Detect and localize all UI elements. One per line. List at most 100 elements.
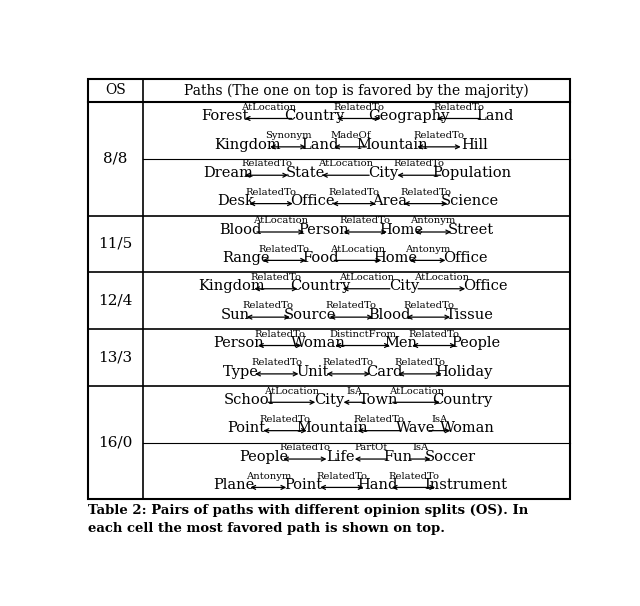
- Text: State: State: [285, 166, 324, 180]
- Text: Fun: Fun: [384, 450, 413, 464]
- Text: RelatedTo: RelatedTo: [254, 330, 305, 339]
- Text: Land: Land: [301, 138, 339, 152]
- Text: Card: Card: [366, 365, 403, 379]
- Text: 16/0: 16/0: [99, 436, 132, 450]
- Text: RelatedTo: RelatedTo: [394, 159, 445, 168]
- Text: Sun: Sun: [221, 308, 250, 322]
- Text: AtLocation: AtLocation: [339, 273, 394, 282]
- Text: People: People: [239, 450, 288, 464]
- Text: Men: Men: [385, 336, 417, 350]
- Text: RelatedTo: RelatedTo: [400, 188, 451, 197]
- Text: Person: Person: [298, 222, 349, 237]
- Text: 11/5: 11/5: [99, 237, 132, 251]
- Text: RelatedTo: RelatedTo: [241, 159, 292, 168]
- Text: Science: Science: [441, 195, 499, 208]
- Text: AtLocation: AtLocation: [388, 387, 444, 396]
- Text: RelatedTo: RelatedTo: [246, 188, 296, 197]
- Text: Blood: Blood: [219, 222, 261, 237]
- Text: Home: Home: [379, 222, 423, 237]
- Text: DistinctFrom: DistinctFrom: [329, 330, 396, 339]
- Text: Street: Street: [448, 222, 494, 237]
- Text: Geography: Geography: [368, 109, 449, 123]
- Text: Hill: Hill: [461, 138, 488, 152]
- Text: PartOf: PartOf: [355, 443, 387, 452]
- Text: RelatedTo: RelatedTo: [250, 273, 301, 282]
- Text: Source: Source: [284, 308, 336, 322]
- Text: RelatedTo: RelatedTo: [252, 358, 302, 367]
- Text: RelatedTo: RelatedTo: [403, 301, 454, 310]
- Text: each cell the most favored path is shown on top.: each cell the most favored path is shown…: [88, 522, 445, 535]
- Text: Paths (The one on top is favored by the majority): Paths (The one on top is favored by the …: [184, 83, 529, 98]
- Text: City: City: [368, 166, 398, 180]
- Text: Unit: Unit: [296, 365, 329, 379]
- Text: Type: Type: [223, 365, 259, 379]
- Text: Land: Land: [476, 109, 513, 123]
- Text: Soccer: Soccer: [425, 450, 476, 464]
- Text: Mountain: Mountain: [296, 421, 368, 435]
- Text: RelatedTo: RelatedTo: [279, 443, 330, 452]
- Text: Population: Population: [432, 166, 511, 180]
- Text: Life: Life: [326, 450, 355, 464]
- Text: Kingdom: Kingdom: [198, 279, 265, 293]
- Text: Wave: Wave: [396, 421, 435, 435]
- Text: IsA: IsA: [346, 387, 362, 396]
- Text: RelatedTo: RelatedTo: [316, 471, 367, 481]
- Text: IsA: IsA: [412, 443, 428, 452]
- Text: 12/4: 12/4: [99, 294, 132, 308]
- Text: Dream: Dream: [203, 166, 253, 180]
- Text: RelatedTo: RelatedTo: [394, 358, 445, 367]
- Text: RelatedTo: RelatedTo: [433, 102, 484, 112]
- Text: Plane: Plane: [212, 478, 254, 492]
- Text: RelatedTo: RelatedTo: [413, 131, 465, 140]
- Text: City: City: [314, 393, 344, 407]
- Text: Point: Point: [227, 421, 266, 435]
- Text: Woman: Woman: [291, 336, 346, 350]
- Text: RelatedTo: RelatedTo: [408, 330, 460, 339]
- Text: People: People: [451, 336, 500, 350]
- Text: Country: Country: [433, 393, 493, 407]
- Text: Area: Area: [372, 195, 407, 208]
- Text: Point: Point: [284, 478, 323, 492]
- Text: RelatedTo: RelatedTo: [340, 216, 391, 225]
- Text: RelatedTo: RelatedTo: [243, 301, 294, 310]
- Text: Holiday: Holiday: [436, 365, 493, 379]
- Text: Instrument: Instrument: [425, 478, 508, 492]
- Text: IsA: IsA: [432, 415, 448, 424]
- Text: RelatedTo: RelatedTo: [354, 415, 405, 424]
- Text: MadeOf: MadeOf: [330, 131, 371, 140]
- Text: RelatedTo: RelatedTo: [328, 188, 380, 197]
- Text: Desk: Desk: [217, 195, 253, 208]
- Text: RelatedTo: RelatedTo: [259, 245, 310, 253]
- Text: Office: Office: [291, 195, 335, 208]
- Text: Table 2: Pairs of paths with different opinion splits (OS). In: Table 2: Pairs of paths with different o…: [88, 504, 528, 517]
- Text: Person: Person: [213, 336, 264, 350]
- Text: City: City: [389, 279, 419, 293]
- Text: RelatedTo: RelatedTo: [333, 102, 384, 112]
- Text: Synonym: Synonym: [265, 131, 311, 140]
- Text: OS: OS: [105, 84, 126, 98]
- Text: Home: Home: [373, 251, 417, 265]
- Text: AtLocation: AtLocation: [264, 387, 319, 396]
- Text: Food: Food: [302, 251, 339, 265]
- Text: AtLocation: AtLocation: [241, 102, 296, 112]
- Text: Office: Office: [463, 279, 508, 293]
- Text: Mountain: Mountain: [356, 138, 428, 152]
- Text: Office: Office: [443, 251, 488, 265]
- Text: School: School: [223, 393, 273, 407]
- Text: Country: Country: [284, 109, 344, 123]
- Text: 13/3: 13/3: [99, 350, 132, 364]
- Text: Tissue: Tissue: [446, 308, 494, 322]
- Text: Country: Country: [290, 279, 350, 293]
- Text: Forest: Forest: [202, 109, 249, 123]
- Text: RelatedTo: RelatedTo: [326, 301, 377, 310]
- Text: Range: Range: [222, 251, 269, 265]
- Text: Antonym: Antonym: [405, 245, 450, 253]
- Text: AtLocation: AtLocation: [414, 273, 469, 282]
- Text: Woman: Woman: [440, 421, 495, 435]
- Text: Blood: Blood: [369, 308, 411, 322]
- Text: AtLocation: AtLocation: [318, 159, 373, 168]
- Text: RelatedTo: RelatedTo: [260, 415, 310, 424]
- Text: Antonym: Antonym: [246, 471, 291, 481]
- Text: Town: Town: [359, 393, 399, 407]
- Text: RelatedTo: RelatedTo: [388, 471, 439, 481]
